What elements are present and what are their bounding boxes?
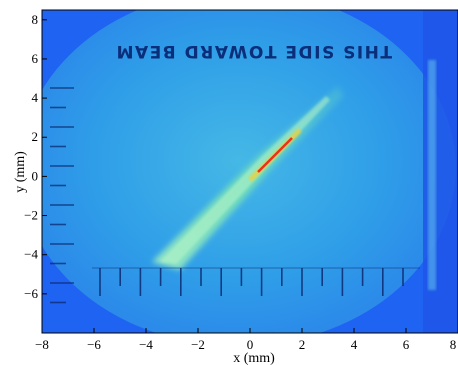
x-tick-label: 8: [450, 337, 457, 352]
y-tick-label: −4: [24, 247, 38, 262]
y-tick-label: 2: [32, 129, 39, 144]
x-tick-label: −8: [35, 337, 49, 352]
x-tick-label: −6: [87, 337, 101, 352]
y-tick-label: −2: [24, 208, 38, 223]
vertical-scale-marks: [50, 87, 74, 304]
x-tick-label: 4: [351, 337, 358, 352]
y-axis: 8 6 4 2 0 −2 −4 −6: [24, 12, 47, 301]
y-tick-label: 4: [32, 90, 39, 105]
beam-streak: [152, 86, 344, 270]
y-tick-label: −6: [24, 286, 38, 301]
x-axis: −8 −6 −4 −2 0 2 4 6 8: [35, 328, 458, 352]
y-tick-label: 6: [32, 51, 39, 66]
x-tick-label: −4: [139, 337, 153, 352]
x-axis-label: x (mm): [233, 351, 275, 365]
frame-highlight: [428, 60, 436, 290]
x-tick-label: 2: [299, 337, 306, 352]
detector-image: THIS SIDE TOWARD BEAM: [42, 10, 458, 333]
y-tick-label: 0: [32, 168, 39, 183]
x-tick-label: 6: [403, 337, 410, 352]
x-tick-label: −2: [191, 337, 205, 352]
mirrored-screen-caption: THIS SIDE TOWARD BEAM: [115, 41, 392, 61]
y-tick-label: 8: [32, 12, 39, 27]
horizontal-scale-marks: [92, 267, 420, 296]
y-axis-label: y (mm): [13, 151, 28, 193]
x-tick-label: 0: [247, 337, 254, 352]
